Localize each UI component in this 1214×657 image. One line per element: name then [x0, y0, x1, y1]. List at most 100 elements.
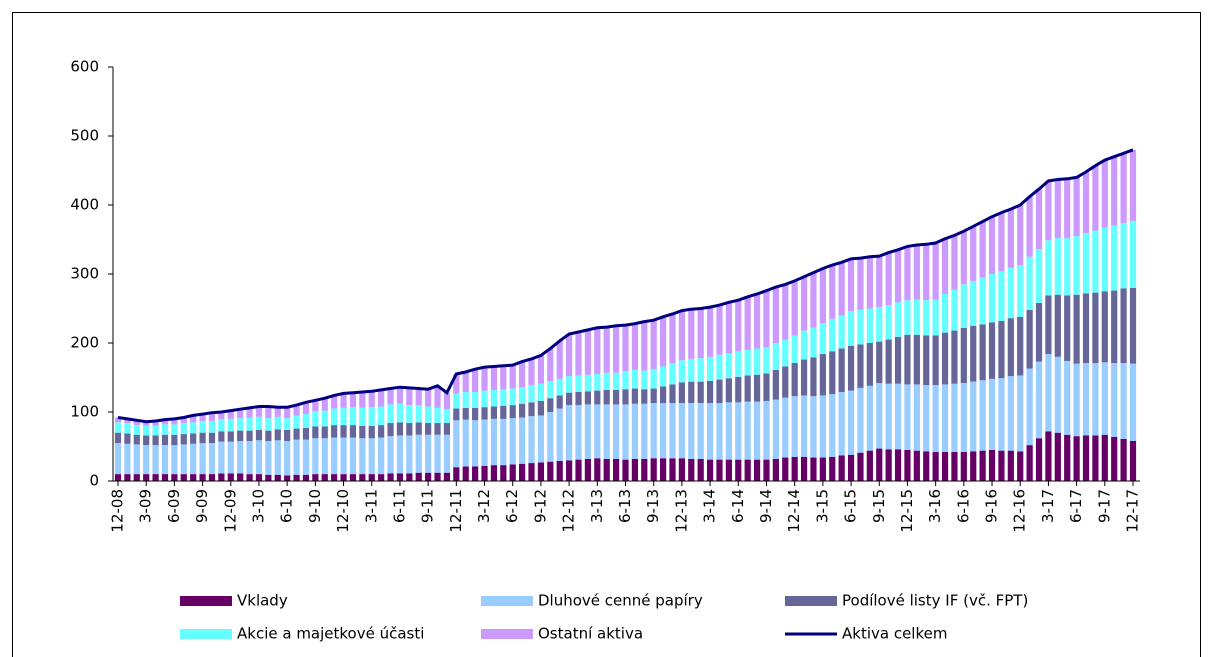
bar-segment	[988, 274, 996, 323]
bar-segment	[979, 380, 986, 451]
bar-segment	[359, 438, 366, 475]
bar-segment	[556, 378, 563, 396]
bar-segment	[885, 449, 892, 481]
bar-segment	[443, 434, 451, 473]
bar-segment	[1045, 295, 1052, 355]
bar-segment	[659, 366, 667, 387]
bar-segment	[706, 459, 714, 481]
bar-segment	[171, 434, 178, 446]
bar-segment	[782, 366, 789, 398]
bar-segment	[519, 417, 526, 464]
bar-segment	[857, 344, 864, 388]
bar-segment	[584, 391, 592, 405]
bar-segment	[1007, 318, 1014, 377]
legend-label: Akcie a majetkové účasti	[237, 625, 424, 643]
bar-segment	[613, 372, 620, 390]
bar-segment	[500, 405, 507, 419]
bar-segment	[876, 448, 883, 481]
bar-segment	[556, 460, 563, 481]
bar-segment	[584, 404, 592, 459]
bar-segment	[631, 323, 638, 370]
x-tick-label: 6-15	[842, 489, 860, 523]
bar-segment	[199, 443, 206, 475]
bar-segment	[368, 438, 375, 475]
bar-segment	[998, 378, 1005, 451]
bar-segment	[979, 324, 986, 381]
bar-segment	[237, 418, 244, 431]
bar-segment	[171, 424, 178, 435]
bar-segment	[659, 403, 667, 459]
bar-segment	[368, 474, 375, 481]
bar-segment	[932, 385, 939, 453]
x-tick-label: 3-14	[701, 489, 719, 523]
bar-segment	[706, 380, 714, 404]
bar-segment	[396, 473, 404, 481]
bar-segment	[246, 407, 253, 418]
bar-segment	[631, 403, 638, 459]
bar-segment	[725, 402, 732, 460]
bar-segment	[1092, 435, 1099, 481]
bar-segment	[472, 407, 479, 421]
bar-segment	[302, 427, 310, 440]
bar-segment	[716, 354, 723, 380]
bar-segment	[1101, 362, 1108, 435]
bar-segment	[293, 428, 300, 440]
bar-segment	[340, 474, 347, 481]
bar-segment	[857, 309, 864, 345]
bar-segment	[603, 372, 610, 390]
x-tick-label: 12-16	[1011, 489, 1029, 533]
bar-segment	[979, 277, 986, 325]
bar-segment	[951, 383, 958, 453]
bar-segment	[359, 425, 366, 439]
bar-segment	[838, 391, 845, 456]
bar-segment	[387, 473, 394, 481]
bar-segment	[866, 343, 873, 386]
bar-segment	[866, 308, 873, 343]
bar-segment	[406, 387, 413, 406]
bar-segment	[1045, 240, 1052, 296]
x-tick-label: 3-12	[475, 489, 493, 523]
bar-segment	[1129, 287, 1137, 364]
bar-segment	[988, 322, 996, 379]
x-tick-label: 12-11	[447, 489, 465, 533]
bar-segment	[1092, 363, 1099, 436]
bar-segment	[509, 418, 516, 465]
bar-segment	[894, 249, 902, 303]
bar-segment	[434, 407, 441, 424]
bar-segment	[1120, 363, 1127, 439]
bar-segment	[208, 474, 216, 481]
bar-segment	[321, 438, 328, 475]
bar-segment	[932, 452, 939, 481]
bar-segment	[791, 335, 798, 364]
bar-segment	[1082, 363, 1090, 436]
bar-segment	[772, 369, 779, 400]
bar-segment	[472, 466, 479, 481]
bar-segment	[575, 459, 582, 481]
bar-segment	[791, 456, 798, 481]
bar-segment	[246, 430, 253, 441]
bar-segment	[716, 403, 723, 460]
bar-segment	[998, 212, 1005, 272]
bar-segment	[923, 335, 930, 386]
bar-segment	[180, 434, 187, 445]
legend-label: Podílové listy IF (vč. FPT)	[842, 592, 1028, 610]
bar-segment	[321, 410, 328, 427]
bar-segment	[566, 376, 573, 393]
bar-segment	[434, 434, 441, 473]
bar-segment	[970, 325, 977, 382]
bar-segment	[650, 388, 657, 404]
bar-segment	[227, 441, 234, 474]
bar-segment	[321, 474, 328, 481]
bar-segment	[866, 450, 873, 481]
bar-segment	[161, 474, 169, 481]
bar-segment	[941, 332, 949, 385]
bar-segment	[171, 445, 178, 475]
x-tick-label: 3-13	[588, 489, 606, 523]
x-tick-label: 12-14	[785, 489, 803, 533]
bar-segment	[923, 385, 930, 452]
bar-segment	[143, 421, 150, 426]
bar-segment	[1054, 356, 1061, 433]
bar-segment	[237, 430, 244, 441]
bar-segment	[490, 465, 498, 481]
bar-segment	[359, 474, 366, 481]
